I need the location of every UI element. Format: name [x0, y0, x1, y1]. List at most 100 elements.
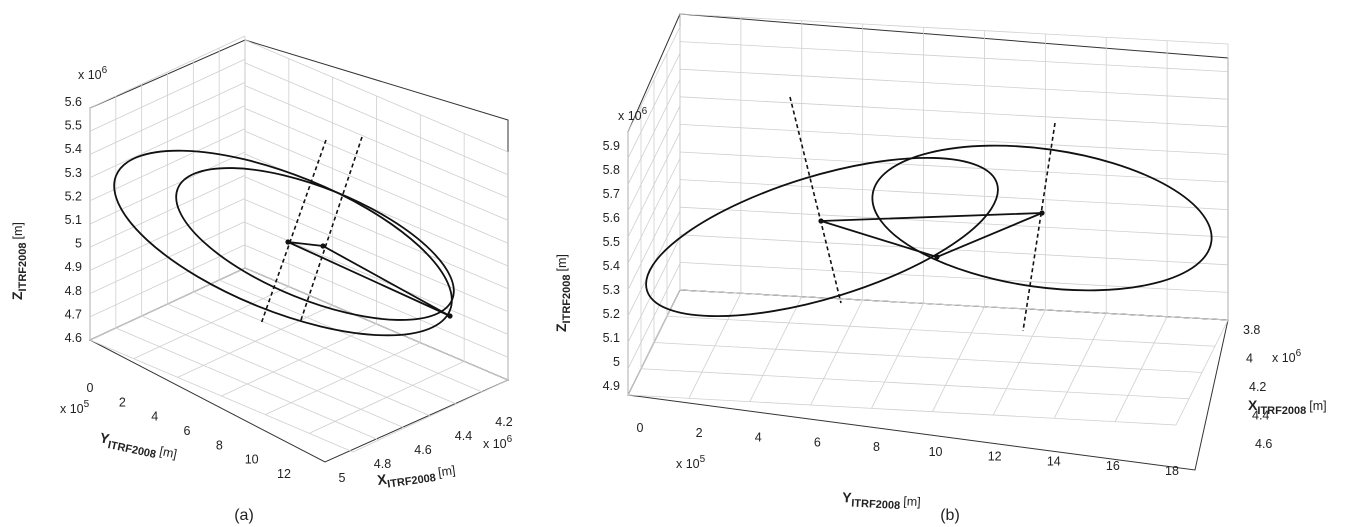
panel-b-x-tick-label: 4.6 [1255, 437, 1272, 451]
panel-a-point-3 [447, 313, 453, 319]
panel-b-y-ticks: 0 2 4 6 8 10 12 14 16 18 [637, 421, 1179, 478]
panel-b-grid-line [679, 206, 1229, 238]
panel-b-y-tick-label: 18 [1165, 464, 1179, 478]
panel-b-point-3 [934, 254, 940, 260]
panel-a-z-multiplier: x 106 [78, 65, 108, 82]
panel-a-z-tick-label: 5.2 [65, 189, 82, 203]
panel-b-grid-line [640, 368, 1190, 400]
panel-b-y-tick-label: 4 [755, 431, 762, 445]
panel-a-y-tick-label: 0 [87, 381, 94, 395]
panel-a-orbit-inner [175, 167, 455, 321]
panel-b-y-tick-label: 6 [814, 435, 821, 449]
panel-a-y-label: YITRF2008[m] [98, 429, 179, 465]
panel-a-z-ticks: 5.6 5.5 5.4 5.3 5.2 5.1 5 4.9 4.8 4.7 4.6 [65, 95, 82, 345]
panel-a-point-1 [285, 239, 291, 245]
panel-b-grid-line [679, 41, 1229, 72]
panel-b-z-tick-label: 5.1 [603, 331, 620, 345]
panel-a-z-tick-label: 5.5 [65, 119, 82, 133]
panel-a-y-tick-label: 10 [245, 453, 259, 467]
panel-b-z-multiplier: x 106 [618, 106, 648, 123]
panel-b-grid-line [679, 151, 1229, 183]
panel-b-z-tick-label: 5.8 [603, 163, 620, 177]
panel-b-x-multiplier: x 106 [1272, 348, 1302, 365]
panel-a-z-tick-label: 4.7 [65, 307, 82, 321]
panel-b-triangle [820, 212, 1043, 258]
panel-b-z-label: ZITRF2008[m] [553, 254, 573, 332]
panel-b-z-tick-label: 5.2 [603, 307, 620, 321]
panel-b-grid-line [627, 394, 1177, 426]
panel-a-grid-line [308, 360, 465, 434]
panel-b-x-tick-label: 4.4 [1252, 409, 1269, 423]
panel-b-grid-line [679, 124, 1229, 155]
panel-a-x-ticks: 5 4.8 4.6 4.4 4.2 [339, 415, 513, 485]
panel-b-y-tick-label: 16 [1106, 459, 1120, 473]
panel-a-z-tick-label: 5.1 [65, 213, 82, 227]
panel-b-y-tick-label: 10 [929, 445, 943, 459]
panel-b-x-label: XITRF2008 [m] [1248, 397, 1327, 417]
panel-b-grid-line [653, 342, 1203, 373]
panel-b-x-tick-label: 3.8 [1243, 323, 1260, 337]
panel-b-orbit-left [645, 156, 999, 318]
panel-b-y-tick-label: 14 [1047, 454, 1061, 468]
panel-a-x-tick-label: 4.6 [414, 443, 431, 457]
panel-b-y-tick-label: 2 [696, 426, 703, 440]
panel-b-grid-line [666, 315, 1216, 347]
panel-b-y-label: YITRF2008 [m] [842, 489, 922, 513]
panel-b-x-tick-label: 4 [1246, 352, 1253, 366]
panel-a-grid-line [221, 323, 377, 397]
panel-a-caption: (a) [234, 507, 254, 524]
panel-b-orbit-right [871, 144, 1213, 292]
panel-a-grid-line [265, 342, 421, 416]
panel-a-x-tick-label: 5 [339, 471, 346, 485]
panel-a-x-tick-label: 4.4 [455, 429, 472, 443]
panel-a-grid-line [352, 379, 509, 453]
panel-a-x-tick-label: 4.8 [374, 457, 391, 471]
panel-a-x-multiplier: x 106 [483, 434, 513, 451]
panel-b-grid-line [679, 13, 1229, 45]
panel-b-dashed-line-2 [1022, 122, 1056, 332]
panel-b-point-1 [818, 218, 824, 224]
panel-a-y-tick-label: 12 [277, 467, 291, 481]
panel-b-z-tick-label: 5.3 [603, 283, 620, 297]
panel-b-z-tick-label: 4.9 [603, 379, 620, 393]
panel-a-z-tick-label: 5 [75, 237, 82, 251]
panel-b-z-ticks: 5.9 5.8 5.7 5.6 5.5 5.4 5.3 5.2 5.1 5 4.9 [603, 139, 620, 393]
panel-b-caption: (b) [940, 507, 960, 524]
panel-a-z-tick-label: 5.4 [65, 142, 82, 156]
panel-a-y-multiplier: x 105 [60, 399, 90, 416]
panel-b-y-tick-label: 8 [873, 440, 880, 454]
panel-a-grid-line [177, 304, 333, 378]
panel-a-y-ticks: 0 2 4 6 8 10 12 [87, 381, 291, 481]
panel-b: 5.9 5.8 5.7 5.6 5.5 5.4 5.3 5.2 5.1 5 4.9 x 106 ZI… [553, 13, 1327, 524]
panel-a-dashed-line-1 [260, 139, 327, 325]
panel-b-x-ticks: 3.8 4 4.2 4.4 4.6 [1243, 323, 1272, 451]
panel-b-z-tick-label: 5.4 [603, 259, 620, 273]
panel-a-y-tick-label: 2 [119, 395, 126, 409]
panel-a-z-tick-label: 4.9 [65, 260, 82, 274]
panel-a-z-label: ZITRF2008[m] [9, 222, 29, 300]
panel-b-grid-line [679, 179, 1229, 210]
panel-a-point-2 [320, 243, 326, 249]
panel-b-grid-line [679, 68, 1229, 100]
panel-b-point-2 [1039, 210, 1045, 216]
panel-b-dashed-line-1 [789, 96, 842, 304]
panel-b-grid-line [679, 96, 1229, 128]
panel-a-grid-line [133, 286, 290, 360]
panel-b-y-tick-label: 0 [637, 421, 644, 435]
panel-a-orbit-outer [113, 149, 453, 337]
panel-a-z-tick-label: 5.3 [65, 166, 82, 180]
panel-a-grid-line [89, 267, 246, 341]
panel-b-z-tick-label: 5.5 [603, 235, 620, 249]
panel-b-grid [627, 13, 1229, 426]
panel-a-z-tick-label: 5.6 [65, 95, 82, 109]
panel-b-y-tick-label: 12 [988, 450, 1002, 464]
panel-b-z-tick-label: 5 [613, 355, 620, 369]
panel-a-x-tick-label: 4.2 [495, 415, 512, 429]
panel-a-z-tick-label: 4.6 [65, 331, 82, 345]
panel-b-grid-line [679, 289, 1229, 321]
panel-a-z-tick-label: 4.8 [65, 284, 82, 298]
panel-b-z-tick-label: 5.7 [603, 187, 620, 201]
panel-b-x-tick-label: 4.2 [1249, 380, 1266, 394]
panel-b-z-tick-label: 5.9 [603, 139, 620, 153]
